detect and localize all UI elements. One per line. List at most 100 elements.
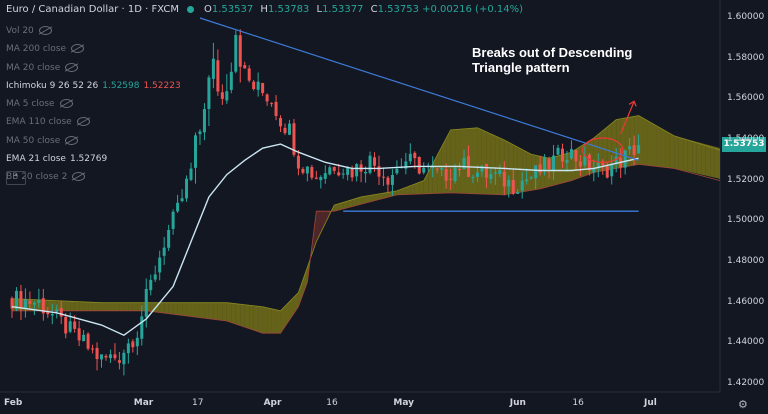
price-tick-label: 1.50000 [727, 215, 765, 226]
ichimoku-cloud-segment [285, 301, 290, 327]
legend-ma20[interactable]: MA 20 close [6, 59, 181, 77]
ichimoku-cloud-segment [410, 184, 415, 195]
time-tick-label: Mar [133, 398, 154, 408]
legend-ema110[interactable]: EMA 110 close [6, 113, 181, 131]
candle-body [569, 149, 573, 159]
ichimoku-cloud-segment [352, 198, 357, 207]
candle-body [462, 157, 466, 170]
symbol-title[interactable]: Euro / Canadian Dollar · 1D · FXCM [6, 4, 179, 15]
ichimoku-cloud-segment [132, 302, 138, 311]
candle-body [207, 77, 211, 109]
candle-body [144, 288, 148, 317]
hidden-eye-icon[interactable] [38, 26, 52, 35]
open-value: 1.53537 [211, 4, 254, 15]
candle-body [104, 355, 108, 358]
candle-body [520, 180, 524, 191]
candle-body [68, 321, 72, 332]
legend-ma5[interactable]: MA 5 close [6, 95, 181, 113]
ichimoku-cloud-segment [450, 129, 456, 194]
candle-body [583, 155, 587, 166]
hidden-eye-icon[interactable] [65, 62, 79, 72]
ichimoku-cloud-segment [665, 130, 670, 168]
candle-body [292, 123, 296, 155]
ichimoku-cloud-segment [437, 146, 442, 194]
candle-body [305, 166, 309, 174]
candle-body [23, 299, 27, 309]
legend-ema21[interactable]: EMA 21 close 1.52769 [6, 154, 108, 165]
breakout-arrow [620, 101, 635, 135]
ichimoku-cloud-segment [334, 203, 339, 212]
candle-body [140, 316, 144, 339]
ichimoku-cloud-segment [705, 144, 711, 177]
candle-body [73, 321, 77, 329]
time-tick-label: Jun [509, 398, 526, 408]
ichimoku-cloud-segment [566, 152, 572, 182]
ichimoku-cloud-segment [159, 302, 165, 314]
price-tick-label: 1.44000 [727, 337, 765, 348]
ichimoku-cloud-segment [213, 302, 218, 320]
candle-body [368, 155, 372, 173]
high-value: 1.53783 [267, 4, 310, 15]
legend-ma50[interactable]: MA 50 close [6, 132, 181, 150]
legend-ma200[interactable]: MA 200 close [6, 40, 181, 58]
candle-body [346, 167, 350, 175]
ichimoku-cloud-segment [504, 140, 509, 195]
candle-body [265, 94, 269, 102]
ichimoku-cloud-segment [65, 301, 71, 311]
hidden-eye-icon[interactable] [72, 172, 86, 182]
ichimoku-cloud-segment [710, 145, 715, 178]
ichimoku-cloud-segment [123, 302, 129, 311]
ichimoku-cloud-segment [47, 300, 53, 311]
ichimoku-cloud-segment [320, 211, 326, 233]
candle-body [100, 354, 104, 360]
legend-vol[interactable]: Vol 20 [6, 22, 181, 40]
hidden-eye-icon[interactable] [59, 99, 73, 109]
candle-body [628, 146, 632, 150]
candle-body [131, 341, 135, 348]
hidden-eye-icon[interactable] [71, 44, 85, 54]
ichimoku-cloud-segment [361, 196, 366, 205]
candle-body [377, 166, 381, 177]
candle-body [216, 60, 220, 92]
ichimoku-cloud-segment [114, 302, 120, 311]
candle-body [193, 135, 197, 168]
candle-body [458, 169, 462, 171]
candle-body [323, 173, 327, 179]
hidden-eye-icon[interactable] [76, 117, 90, 127]
candle-body [556, 147, 560, 155]
ichimoku-cloud-segment [195, 302, 200, 318]
candle-body [59, 308, 63, 317]
candle-body [229, 71, 233, 90]
legend-ichimoku[interactable]: Ichimoku 9 26 52 26 1.52598 1.52223 [6, 80, 181, 91]
ichimoku-cloud-segment [226, 302, 232, 323]
ichimoku-cloud-segment [356, 196, 362, 206]
price-tick-label: 1.60000 [727, 12, 765, 22]
ichimoku-cloud-segment [173, 302, 178, 315]
candle-body [261, 83, 265, 94]
time-tick-label: 16 [572, 398, 584, 408]
candle-body [158, 257, 162, 273]
ichimoku-cloud-segment [289, 297, 294, 320]
ichimoku-cloud-segment [428, 163, 433, 194]
candle-body [435, 168, 439, 170]
ichimoku-cloud-segment [383, 192, 388, 199]
ichimoku-cloud-segment [660, 128, 666, 168]
ichimoku-cloud-segment [52, 300, 57, 311]
candle-body [77, 328, 81, 341]
ichimoku-cloud-segment [669, 133, 675, 169]
candle-body [417, 156, 421, 174]
hidden-eye-icon[interactable] [65, 135, 79, 145]
ichimoku-cloud-segment [298, 279, 303, 307]
candle-body [32, 302, 36, 305]
candle-body [198, 131, 202, 135]
ichimoku-cloud-segment [347, 199, 353, 208]
collapse-legend-button[interactable]: ⌃ [6, 171, 26, 185]
legend-bb[interactable]: BB 20 close 2 [6, 168, 181, 186]
ichimoku-cloud-segment [495, 135, 500, 195]
ichimoku-cloud-segment [83, 301, 89, 311]
settings-gear-icon[interactable]: ⚙ [738, 398, 748, 411]
ichimoku-cloud-segment [643, 118, 648, 166]
candle-body [574, 150, 578, 162]
candle-body [560, 148, 564, 162]
